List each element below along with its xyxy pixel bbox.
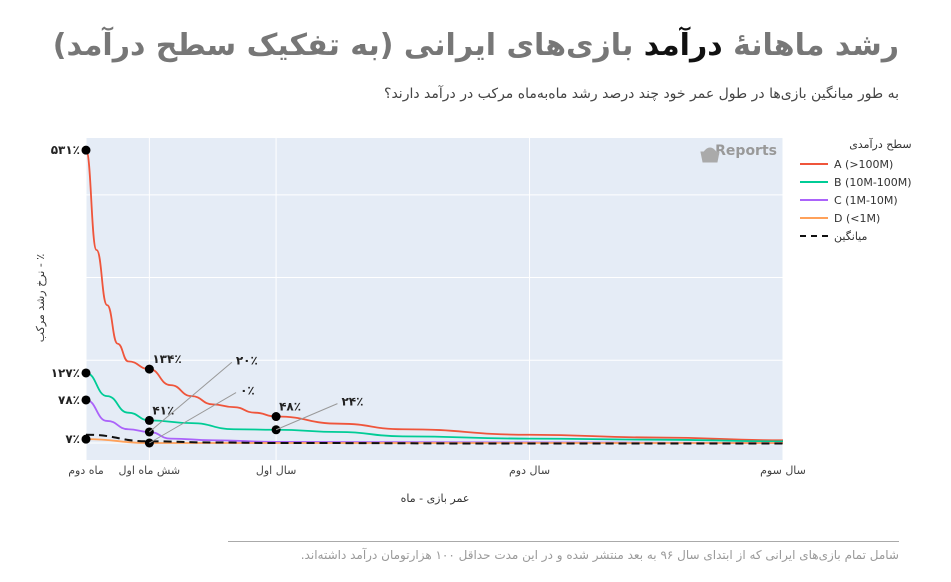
- legend-item[interactable]: C (1M-10M): [800, 191, 912, 209]
- legend-label: D (<1M): [834, 211, 881, 225]
- series-line-3: [85, 438, 783, 444]
- plot-area: [86, 138, 783, 460]
- series-line-4: [85, 433, 783, 445]
- series-line-0: [85, 149, 784, 442]
- legend-item[interactable]: A (>100M): [800, 155, 912, 173]
- annotation-leader: [275, 403, 338, 431]
- watermark-bag-icon: [700, 147, 720, 163]
- legend-swatch: [800, 163, 828, 165]
- x-tick-label: سال سوم: [760, 464, 806, 477]
- annotation-label: ۲۴٪: [341, 395, 363, 409]
- y-axis-title: ٪ - نرخ رشد مرکب: [34, 254, 47, 342]
- legend-swatch: [800, 181, 828, 183]
- legend-swatch: [800, 235, 828, 237]
- annotation-label: ۰٪: [240, 384, 255, 398]
- annotation-label: ۱۳۴٪: [152, 352, 181, 366]
- chart-subtitle: به طور میانگین بازی‌ها در طول عمر خود چن…: [384, 86, 899, 102]
- annotation-marker: [81, 395, 91, 405]
- footnote: شامل تمام بازی‌های ایرانی که از ابتدای س…: [300, 548, 899, 562]
- annotation-marker: [81, 434, 91, 444]
- legend-item[interactable]: B (10M-100M): [800, 173, 912, 191]
- annotation-marker: [81, 368, 91, 378]
- legend-item[interactable]: D (<1M): [800, 209, 912, 227]
- annotation-label: ۷٪: [65, 432, 80, 446]
- x-tick-label: سال اول: [256, 464, 296, 477]
- legend-swatch: [800, 199, 828, 201]
- x-tick-label: سال دوم: [509, 464, 550, 477]
- annotation-label: ۱۲۷٪: [51, 366, 80, 380]
- watermark: Reports: [715, 143, 777, 159]
- annotation-label: ۵۳۱٪: [51, 143, 80, 157]
- annotation-marker: [271, 412, 281, 422]
- legend-label: B (10M-100M): [834, 175, 912, 189]
- annotation-label: ۲۰٪: [236, 353, 258, 367]
- legend-swatch: [800, 217, 828, 219]
- x-axis-title: عمر بازی - ماه: [401, 492, 470, 505]
- legend-title: سطح درآمدی: [849, 138, 912, 151]
- legend: سطح درآمدی A (>100M) B (10M-100M) C (1M-10…: [800, 138, 912, 245]
- legend-item[interactable]: میانگین: [800, 227, 912, 245]
- annotation-leader: [149, 392, 237, 444]
- legend-label: A (>100M): [834, 157, 894, 171]
- legend-label: میانگین: [834, 229, 868, 243]
- annotation-leader: [149, 361, 233, 433]
- annotation-marker: [144, 364, 154, 374]
- annotation-label: ۷۸٪: [58, 393, 80, 407]
- divider: [228, 541, 899, 542]
- annotation-marker: [81, 145, 91, 155]
- x-tick-label: ماه دوم: [68, 464, 104, 477]
- annotation-label: ۴۱٪: [152, 403, 174, 417]
- x-tick-label: شش ماه اول: [119, 464, 181, 477]
- annotation-marker: [144, 415, 154, 425]
- series-line-1: [85, 372, 784, 443]
- chart-title: رشد ماهانهٔ درآمد بازی‌های ایرانی (به تف…: [52, 28, 899, 63]
- annotation-label: ۴۸٪: [279, 400, 301, 414]
- legend-label: C (1M-10M): [834, 193, 898, 207]
